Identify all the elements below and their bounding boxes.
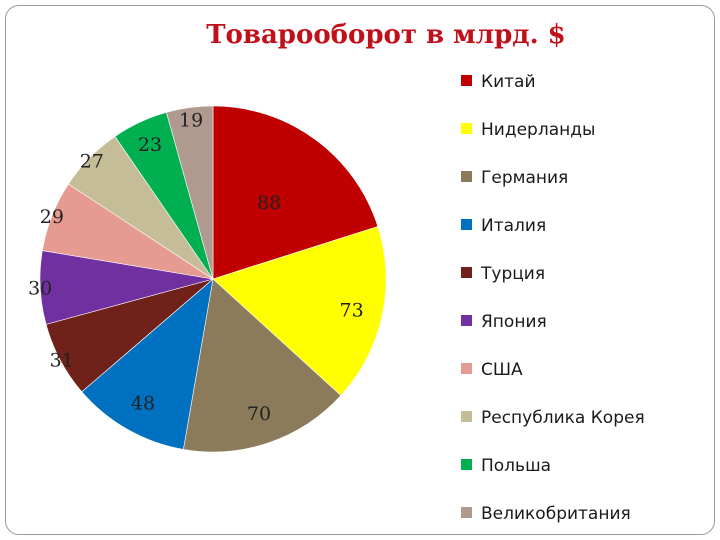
data-label-польша: 23 (138, 134, 162, 156)
legend-swatch (461, 74, 472, 86)
legend-swatch (461, 506, 472, 518)
chart-title: Товарооборот в млрд. $ (206, 20, 566, 50)
pie-slice-великобритания (166, 105, 214, 280)
legend-swatch (461, 314, 472, 326)
data-label-великобритания: 19 (179, 110, 203, 132)
legend-label: Турция (481, 264, 546, 284)
legend-item-германия: Германия (461, 168, 568, 192)
data-label-сша: 29 (40, 206, 64, 228)
data-label-нидерланды: 73 (340, 299, 364, 321)
legend-label: Китай (481, 72, 536, 92)
legend-item-великобритания: Великобритания (461, 504, 631, 528)
legend-swatch (461, 266, 472, 278)
data-label-германия: 70 (247, 403, 271, 425)
pie-slice-нидерланды (212, 226, 387, 396)
legend-swatch (461, 362, 472, 374)
legend-label: Польша (481, 456, 552, 476)
legend-label: Великобритания (481, 504, 631, 524)
legend-item-италия: Италия (461, 216, 546, 240)
data-label-китай: 88 (257, 192, 281, 214)
legend-label: США (481, 360, 523, 380)
legend-item-турция: Турция (461, 264, 545, 288)
data-label-италия: 48 (131, 392, 155, 414)
legend-item-япония: Япония (461, 312, 547, 336)
legend-swatch (461, 458, 472, 470)
legend-swatch (461, 122, 472, 134)
legend-item-нидерланды: Нидерланды (461, 120, 595, 144)
legend-item-китай: Китай (461, 72, 536, 96)
slide-frame: Товарооборот в млрд. $ 88 73 70 48 31 30 29 27 2… (5, 5, 715, 535)
legend-item-республика-корея: Республика Корея (461, 408, 645, 432)
legend-label: Германия (481, 168, 569, 188)
legend-label: Япония (481, 312, 547, 332)
pie-chart: 88 73 70 48 31 30 29 27 23 19 (28, 105, 387, 453)
legend-item-сша: США (461, 360, 523, 384)
data-label-республика-корея: 27 (80, 150, 104, 172)
pie-slice-китай (212, 105, 379, 280)
legend-label: Республика Корея (481, 408, 645, 428)
legend-swatch (461, 170, 472, 182)
legend-label: Италия (481, 216, 547, 236)
legend-swatch (461, 218, 472, 230)
pie-slice-германия (183, 278, 342, 453)
data-label-япония: 30 (28, 278, 52, 300)
legend-item-польша: Польша (461, 456, 551, 480)
legend-swatch (461, 410, 472, 422)
legend-label: Нидерланды (481, 120, 596, 140)
data-label-турция: 31 (50, 349, 74, 371)
pie-slice-италия (81, 278, 214, 450)
